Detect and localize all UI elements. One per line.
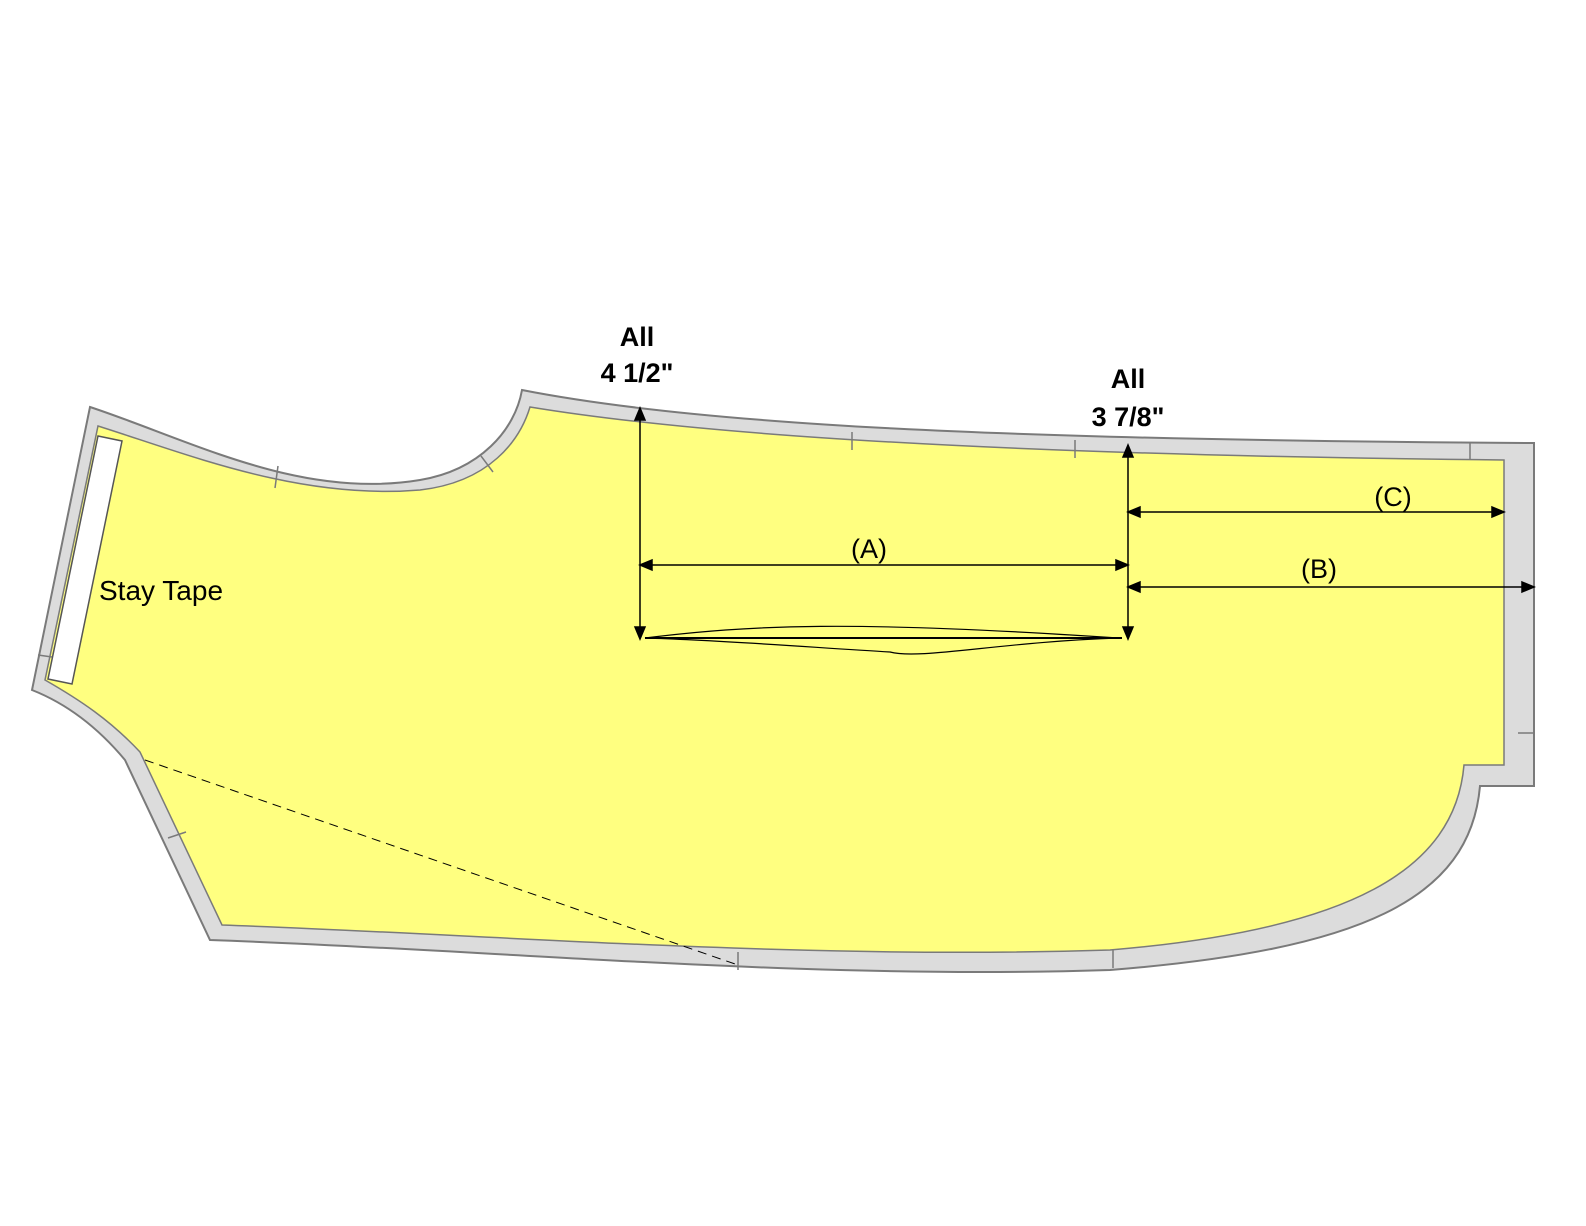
arrowhead — [1126, 505, 1141, 519]
arrowhead — [1126, 580, 1141, 594]
dart — [644, 625, 1119, 655]
notch — [480, 455, 494, 473]
stay-tape-label: Stay Tape — [99, 575, 223, 606]
dim-left-value: 4 1/2" — [601, 358, 674, 388]
arrowhead — [1521, 580, 1536, 594]
measurement-lines — [633, 406, 1536, 641]
arrowhead — [1115, 558, 1130, 572]
arrowhead — [1491, 505, 1506, 519]
notch-marks — [37, 432, 1534, 970]
fabric-panel — [44, 406, 1505, 954]
notch — [167, 831, 187, 839]
dim-right-value: 3 7/8" — [1092, 402, 1165, 432]
measure-c-label: (C) — [1374, 482, 1411, 512]
arrowhead — [1121, 443, 1135, 458]
stay-tape-strip — [47, 435, 123, 685]
arrowhead — [633, 406, 647, 421]
arrowhead — [1121, 626, 1135, 641]
measure-b-label: (B) — [1301, 554, 1337, 584]
dim-right-title: All — [1111, 364, 1146, 394]
notch — [274, 465, 279, 489]
arrowhead — [638, 558, 653, 572]
dim-left-title: All — [620, 322, 655, 352]
measure-a-label: (A) — [851, 534, 887, 564]
notch — [37, 654, 53, 658]
arrowhead — [633, 626, 647, 641]
